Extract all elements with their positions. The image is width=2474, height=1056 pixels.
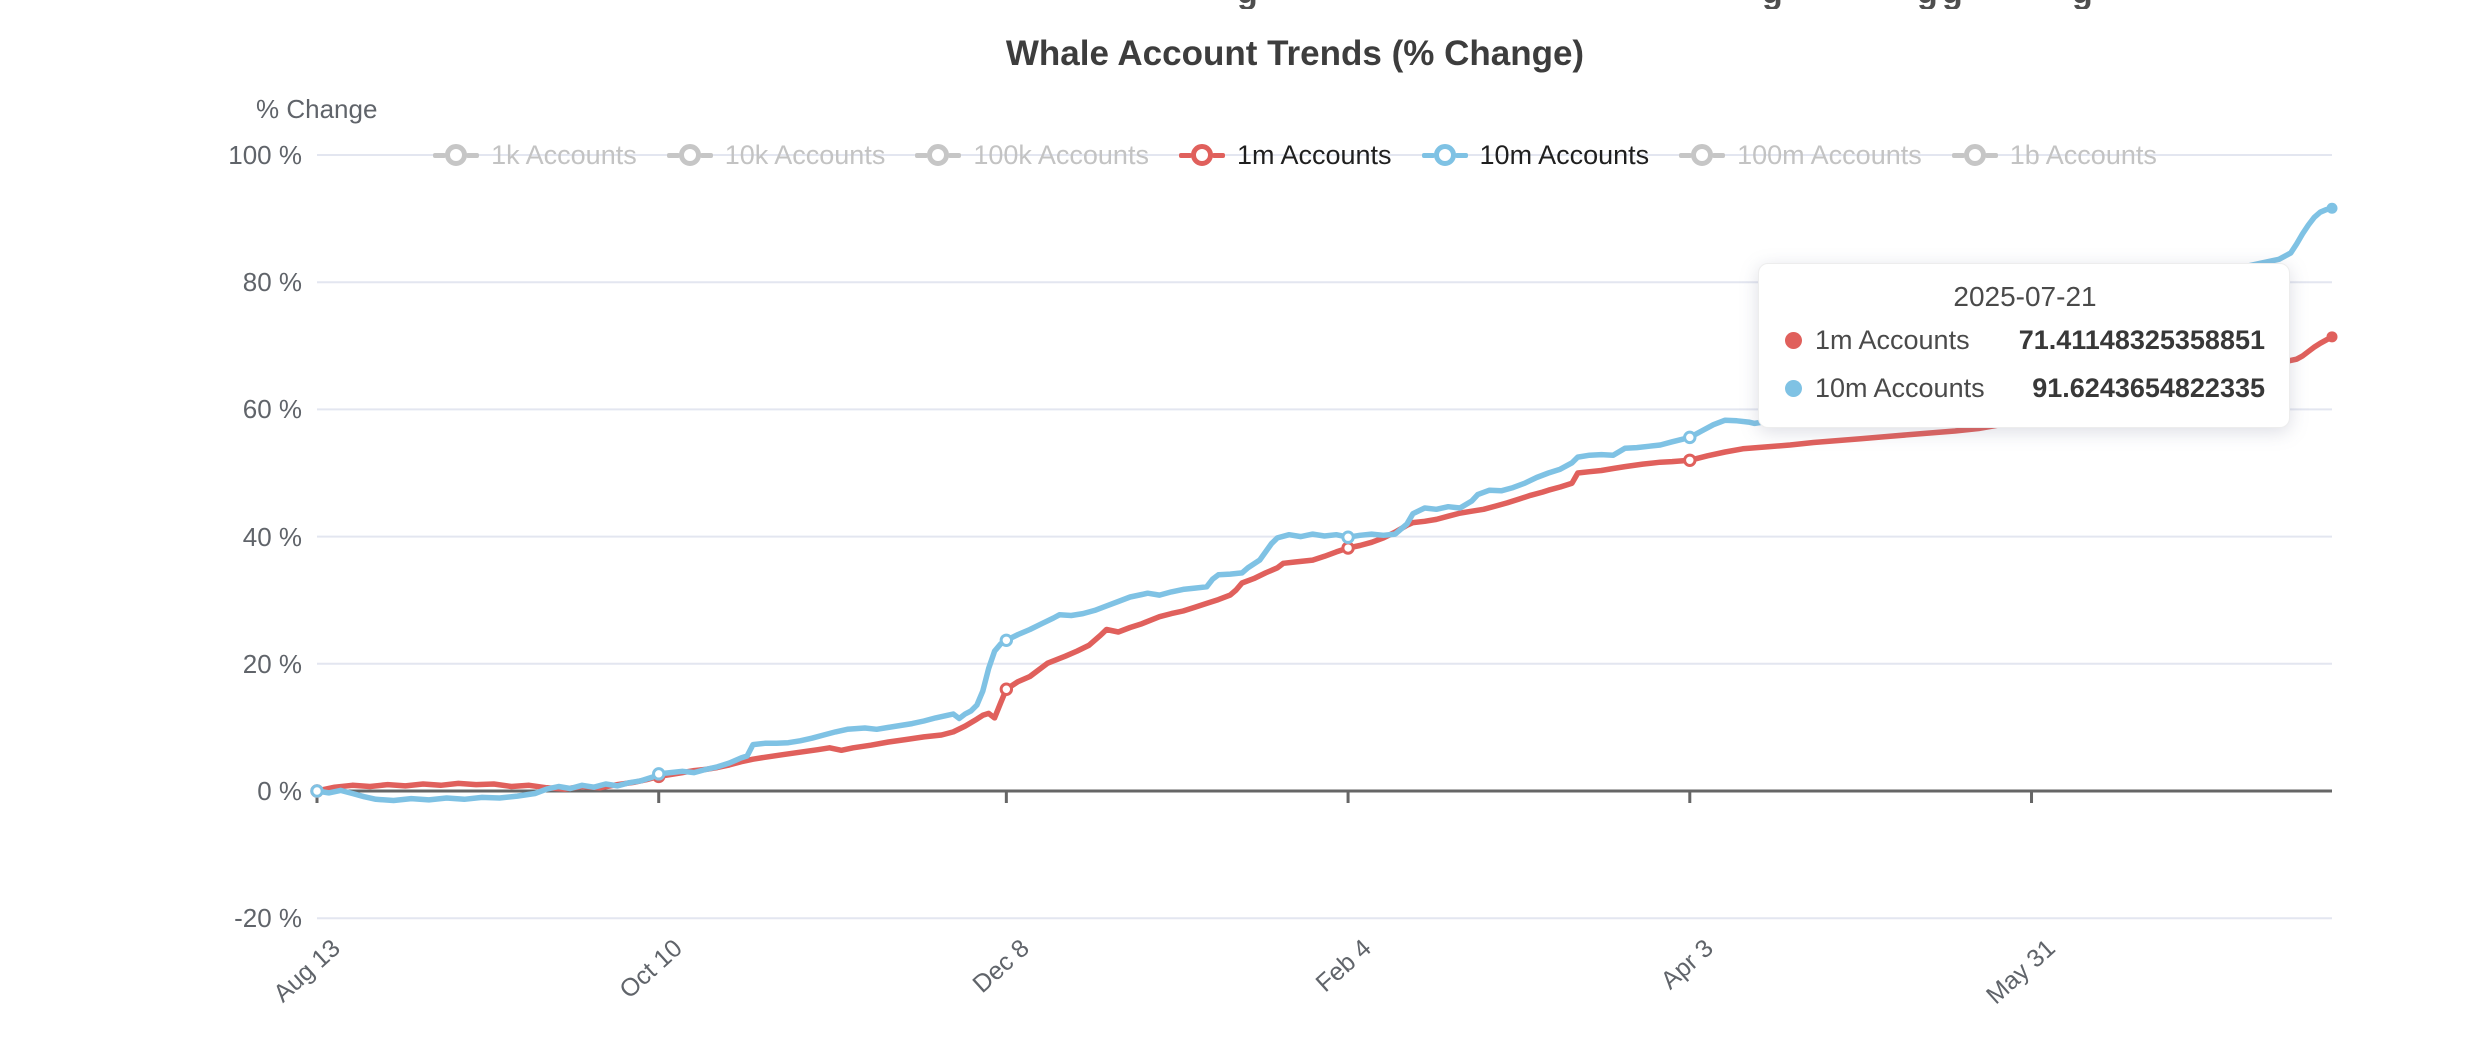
legend-item-label: 1m Accounts: [1236, 139, 1392, 170]
y-tick-label-0: 0 %: [257, 776, 302, 806]
legend: 1k Accounts 10k Accounts 100k Accounts 1m A…: [260, 132, 2330, 178]
legend-item-label: 10m Accounts: [1479, 139, 1650, 170]
clipped-text-descender: g: [1917, 0, 1938, 9]
series-point-marker-1m-accounts: [1683, 453, 1697, 467]
tooltip-series-label: 10m Accounts: [1815, 372, 1985, 403]
chart-title: Whale Account Trends (% Change): [1005, 34, 1585, 73]
legend-circle-icon: [445, 144, 468, 166]
legend-line-circle-icon: [1421, 144, 1468, 166]
legend-circle-icon: [678, 144, 701, 166]
clipped-text-descender: g: [2072, 0, 2093, 9]
y-tick-label-40: 40 %: [242, 521, 302, 552]
legend-dash-icon: [466, 152, 480, 158]
tooltip-series-label: 1m Accounts: [1815, 324, 1970, 355]
tooltip-row-10m-accounts: 10m Accounts 91.6243654822335: [1785, 364, 2265, 412]
series-end-dot-1m-accounts: [2326, 331, 2338, 343]
legend-circle-icon: [1433, 144, 1456, 166]
y-tick-label--20: -20 %: [234, 903, 302, 934]
legend-item-1k-accounts[interactable]: 1k Accounts: [433, 140, 637, 171]
clipped-text-descender: g: [1237, 0, 1258, 9]
y-axis-title: % Change: [256, 94, 378, 124]
legend-line-circle-icon: [666, 144, 713, 166]
series-color-dot-icon: [1785, 331, 1802, 349]
plot-area[interactable]: [0, 0, 2474, 1010]
series-end-dot-10m-accounts: [2326, 202, 2338, 214]
legend-item-10k-accounts[interactable]: 10k Accounts: [666, 139, 886, 171]
y-tick-label-80: 80 %: [242, 267, 302, 298]
legend-dash-icon: [1211, 152, 1225, 158]
clipped-text-descender: g: [1942, 0, 1963, 9]
series-point-marker-1m-accounts: [999, 682, 1014, 696]
series-point-marker-10m-accounts: [1683, 430, 1697, 445]
legend-item-1m-accounts[interactable]: 1m Accounts: [1178, 139, 1392, 171]
legend-dash-icon: [1421, 152, 1435, 158]
tooltip-series-value: 91.6243654822335: [2032, 372, 2265, 403]
series-point-marker-10m-accounts: [1341, 530, 1355, 544]
whale-trends-chart: ggggg Whale Account Trends (% Change) % …: [0, 0, 2474, 1010]
legend-item-100k-accounts[interactable]: 100k Accounts: [915, 140, 1149, 171]
series-point-marker-10m-accounts: [999, 633, 1014, 647]
legend-item-label: 100m Accounts: [1737, 139, 1922, 170]
legend-dash-icon: [666, 152, 680, 158]
series-color-dot-icon: [1785, 379, 1802, 397]
legend-dash-icon: [1679, 152, 1693, 158]
legend-circle-icon: [1190, 144, 1213, 166]
legend-item-1b-accounts[interactable]: 1b Accounts: [1951, 139, 2157, 171]
chart-tooltip: 2025-07-21 1m Accounts 71.41148325358851 1…: [1758, 263, 2290, 428]
series-point-marker-10m-accounts: [652, 767, 666, 781]
legend-dash-icon: [699, 152, 713, 158]
y-tick-label-100: 100 %: [228, 140, 302, 170]
series-point-marker-10m-accounts: [310, 784, 324, 798]
legend-circle-icon: [927, 144, 950, 166]
legend-line-circle-icon: [433, 144, 480, 166]
legend-dash-icon: [1454, 152, 1468, 158]
legend-circle-icon: [1963, 144, 1986, 166]
legend-item-10m-accounts[interactable]: 10m Accounts: [1421, 139, 1650, 171]
legend-dash-icon: [1712, 152, 1726, 158]
legend-item-label: 1b Accounts: [2009, 139, 2157, 170]
legend-dash-icon: [1178, 152, 1192, 158]
legend-dash-icon: [1951, 152, 1965, 158]
legend-dash-icon: [948, 152, 962, 158]
legend-dash-icon: [1984, 152, 1998, 158]
legend-item-label: 10k Accounts: [724, 139, 886, 170]
tooltip-series-value: 71.41148325358851: [2018, 324, 2265, 355]
clipped-top-text: ggggg: [0, 0, 2474, 9]
tooltip-row-1m-accounts: 1m Accounts 71.41148325358851: [1785, 316, 2265, 364]
legend-item-100m-accounts[interactable]: 100m Accounts: [1679, 140, 1922, 171]
clipped-text-descender: g: [1762, 0, 1783, 9]
series-point-marker-1m-accounts: [1341, 541, 1355, 555]
y-tick-label-20: 20 %: [242, 648, 302, 679]
legend-line-circle-icon: [915, 144, 962, 166]
tooltip-date: 2025-07-21: [1953, 281, 2097, 312]
legend-circle-icon: [1691, 144, 1714, 166]
legend-item-label: 1k Accounts: [491, 139, 637, 170]
legend-item-label: 100k Accounts: [973, 139, 1149, 170]
legend-line-circle-icon: [1178, 144, 1225, 166]
y-tick-label-60: 60 %: [242, 394, 302, 425]
legend-line-circle-icon: [1951, 144, 1998, 166]
legend-line-circle-icon: [1679, 144, 1726, 166]
legend-dash-icon: [915, 152, 929, 158]
legend-dash-icon: [433, 152, 447, 158]
